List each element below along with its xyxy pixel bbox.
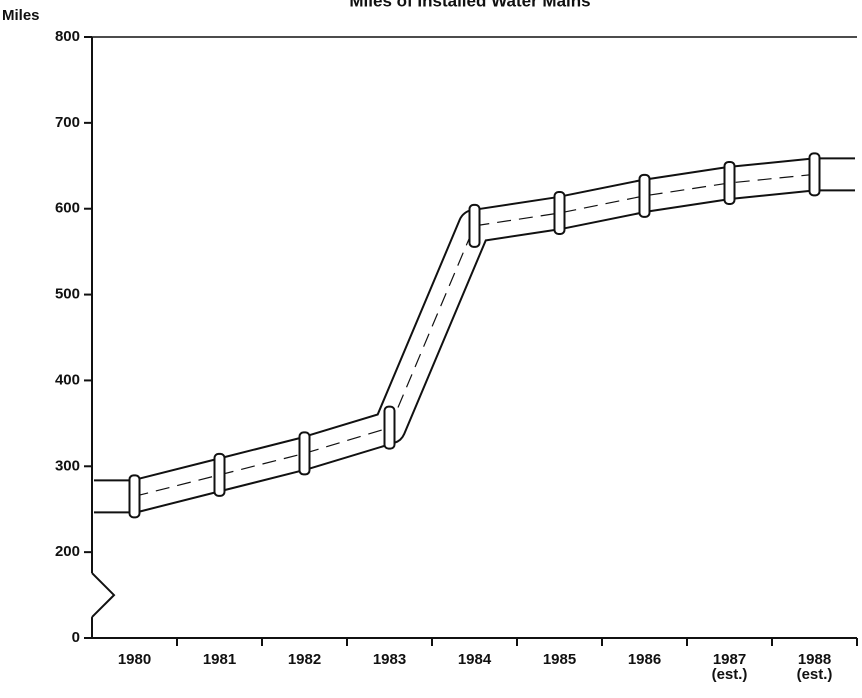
- pipe-joint: [385, 407, 395, 449]
- y-tick-label: 700: [55, 114, 80, 131]
- axis-break: [92, 573, 114, 617]
- pipe-joint: [215, 454, 225, 496]
- axis-break-gap: [89, 573, 95, 617]
- y-tick-label: 500: [55, 286, 80, 303]
- chart-title: Miles of Installed Water Mains: [349, 0, 590, 10]
- pipe-joint: [640, 175, 650, 217]
- y-tick-label: 600: [55, 200, 80, 217]
- pipe-joint: [810, 153, 820, 195]
- x-tick-label: 1980: [113, 652, 157, 667]
- y-tick-label: 0: [72, 629, 80, 646]
- y-axis-label: Miles: [2, 7, 40, 24]
- x-tick-label: 1982: [283, 652, 327, 667]
- x-tick-label: 1985: [538, 652, 582, 667]
- x-tick-label: 1986: [623, 652, 667, 667]
- x-tick-label: 1983: [368, 652, 412, 667]
- pipe-joint: [300, 432, 310, 474]
- pipe-joint: [555, 192, 565, 234]
- y-tick-label: 300: [55, 457, 80, 474]
- pipe-joint: [725, 162, 735, 204]
- chart: Miles of Installed Water Mains Miles 0 20…: [0, 0, 862, 698]
- page: Miles of Installed Water Mains Miles 0 20…: [0, 0, 862, 698]
- x-tick-label: 1984: [453, 652, 497, 667]
- pipe-joint: [130, 475, 140, 517]
- x-tick-label: 1981: [198, 652, 242, 667]
- x-tick-label: 1987 (est.): [708, 652, 752, 682]
- y-tick-label: 800: [55, 28, 80, 45]
- y-tick-label: 400: [55, 371, 80, 388]
- y-tick-label: 200: [55, 543, 80, 560]
- x-tick-label: 1988 (est.): [793, 652, 837, 682]
- pipe-joint: [470, 205, 480, 247]
